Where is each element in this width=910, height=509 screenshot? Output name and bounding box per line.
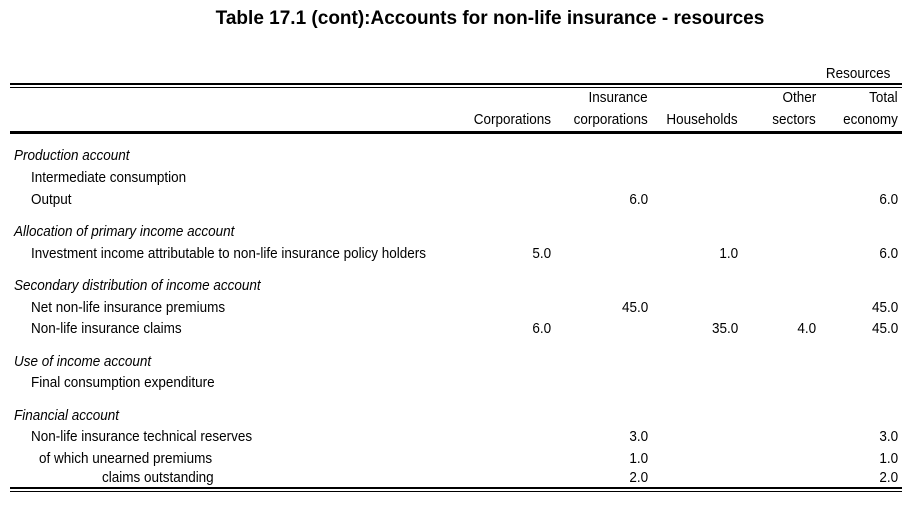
cell-output-total: 6.0 bbox=[879, 192, 898, 208]
bottom-rule-2 bbox=[10, 491, 902, 492]
resources-header: Resources bbox=[825, 66, 890, 82]
col-header-corporations: Corporations bbox=[473, 112, 551, 128]
cell-output-insurance: 6.0 bbox=[629, 192, 648, 208]
cell-technical-reserves-insurance: 3.0 bbox=[629, 429, 648, 445]
cell-claims-total: 45.0 bbox=[871, 321, 898, 337]
cell-premiums-insurance: 45.0 bbox=[621, 300, 648, 316]
col-header-insurance-line1: Insurance bbox=[588, 90, 648, 106]
top-rule-2 bbox=[10, 87, 902, 88]
row-label-claims-outstanding: claims outstanding bbox=[102, 470, 214, 486]
bottom-rule-1 bbox=[10, 487, 902, 489]
section-heading-financial: Financial account bbox=[14, 408, 119, 424]
cell-claims-outstanding-insurance: 2.0 bbox=[629, 470, 648, 486]
cell-claims-corporations: 6.0 bbox=[532, 321, 551, 337]
cell-claims-households: 35.0 bbox=[711, 321, 738, 337]
cell-unearned-premiums-insurance: 1.0 bbox=[629, 451, 648, 467]
cell-unearned-premiums-total: 1.0 bbox=[879, 451, 898, 467]
row-label-final-consumption: Final consumption expenditure bbox=[31, 375, 215, 391]
row-label-unearned-premiums: of which unearned premiums bbox=[39, 451, 213, 467]
row-label-output: Output bbox=[31, 192, 72, 208]
col-header-other-line1: Other bbox=[782, 90, 816, 106]
cell-claims-other: 4.0 bbox=[797, 321, 816, 337]
section-heading-secondary-distribution: Secondary distribution of income account bbox=[14, 278, 261, 294]
cell-investment-income-total: 6.0 bbox=[879, 246, 898, 262]
section-heading-use-of-income: Use of income account bbox=[14, 354, 152, 370]
col-header-households: Households bbox=[666, 112, 738, 128]
row-label-intermediate-consumption: Intermediate consumption bbox=[31, 170, 187, 186]
cell-investment-income-corporations: 5.0 bbox=[532, 246, 551, 262]
section-heading-primary-income: Allocation of primary income account bbox=[14, 224, 235, 240]
cell-claims-outstanding-total: 2.0 bbox=[879, 470, 898, 486]
page-title: Table 17.1 (cont):Accounts for non-life … bbox=[215, 8, 765, 29]
col-header-total-line1: Total bbox=[869, 90, 898, 106]
section-heading-production: Production account bbox=[14, 148, 130, 164]
row-label-claims: Non-life insurance claims bbox=[31, 321, 182, 337]
col-header-insurance-line2: corporations bbox=[573, 112, 648, 128]
col-header-total-line2: economy bbox=[843, 112, 898, 128]
row-label-investment-income: Investment income attributable to non-li… bbox=[31, 246, 427, 262]
cell-investment-income-households: 1.0 bbox=[719, 246, 738, 262]
header-rule bbox=[10, 131, 902, 134]
cell-premiums-total: 45.0 bbox=[871, 300, 898, 316]
row-label-technical-reserves: Non-life insurance technical reserves bbox=[31, 429, 253, 445]
col-header-other-line2: sectors bbox=[772, 112, 816, 128]
row-label-premiums: Net non-life insurance premiums bbox=[31, 300, 226, 316]
top-rule-1 bbox=[10, 83, 902, 85]
cell-technical-reserves-total: 3.0 bbox=[879, 429, 898, 445]
